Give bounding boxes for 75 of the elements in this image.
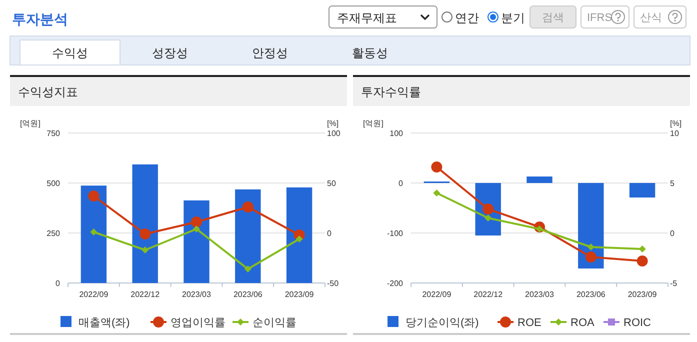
text: 투자분석 xyxy=(12,11,68,27)
legend-label: 매출액(좌) xyxy=(78,317,130,329)
x-tick-label: 2023/06 xyxy=(576,290,606,299)
y-tick-label: 250 xyxy=(46,229,61,238)
bar xyxy=(184,200,210,283)
point xyxy=(191,216,202,228)
y-tick-label: -200 xyxy=(386,279,404,288)
x-tick-label: 2023/09 xyxy=(284,290,314,299)
legend-label: 순이익률 xyxy=(252,317,296,329)
point xyxy=(242,202,254,212)
y2-tick-label: 0 xyxy=(327,229,332,238)
y2-tick-label: -5 xyxy=(670,279,678,288)
x-tick-label: 2022/12 xyxy=(130,290,160,299)
y-tick-label: 500 xyxy=(46,179,61,188)
text: 수익성 xyxy=(52,46,88,60)
y-axis-title: [억원] xyxy=(20,119,40,128)
point xyxy=(433,190,440,196)
text: 성장성 xyxy=(152,46,188,60)
point xyxy=(90,228,98,236)
point xyxy=(636,256,648,266)
text: 활동성 xyxy=(352,46,388,60)
bar xyxy=(526,176,552,183)
chart-title: 수익성지표 xyxy=(18,85,78,99)
y2-tick-label: 50 xyxy=(327,179,336,188)
point xyxy=(482,204,494,214)
point xyxy=(585,252,596,262)
bar xyxy=(132,164,158,283)
point xyxy=(638,246,646,252)
legend-label: ROA xyxy=(570,317,595,329)
x-tick-label: 2023/06 xyxy=(233,290,263,299)
x-tick-label: 2022/09 xyxy=(422,290,452,299)
bar xyxy=(80,186,107,283)
x-tick-label: 2022/12 xyxy=(474,290,504,299)
point xyxy=(296,236,303,242)
legend-label: 당기순이익(좌) xyxy=(406,317,479,329)
x-tick-label: 2023/09 xyxy=(628,290,658,299)
legend-label: ROIC xyxy=(624,317,652,329)
legend-label: ROE xyxy=(518,317,542,329)
x-tick-label: 2023/03 xyxy=(525,290,555,299)
point xyxy=(193,226,200,232)
y2-axis-title: [%] xyxy=(670,119,682,128)
bar xyxy=(629,183,656,198)
point xyxy=(587,244,594,250)
y2-tick-label: 5 xyxy=(670,179,675,188)
text: IFRS xyxy=(587,12,612,24)
text: 안정성 xyxy=(252,46,288,60)
y2-axis-title: [%] xyxy=(327,119,339,128)
x-tick-label: 2022/09 xyxy=(79,290,109,299)
point xyxy=(140,228,151,240)
bar xyxy=(578,183,604,268)
y2-tick-label: 100 xyxy=(327,129,341,138)
point xyxy=(88,190,100,202)
text: 검색 xyxy=(542,12,564,24)
text: 연간 xyxy=(455,11,479,25)
y-tick-label: -100 xyxy=(386,229,404,238)
bar xyxy=(286,187,312,283)
x-tick-label: 2023/03 xyxy=(182,290,212,299)
text: 주재무제표 xyxy=(337,11,397,25)
legend-label: 영업이익률 xyxy=(170,317,226,329)
text: 산식 xyxy=(640,12,662,24)
point xyxy=(484,214,492,222)
point xyxy=(431,162,442,172)
y2-tick-label: 10 xyxy=(670,129,680,138)
y-tick-label: 750 xyxy=(46,129,61,138)
text: 분기 xyxy=(501,11,525,25)
y-tick-label: 0 xyxy=(398,179,404,188)
y-tick-label: 0 xyxy=(56,279,61,288)
chart-title: 투자수익률 xyxy=(361,85,421,99)
point xyxy=(142,246,149,254)
y-tick-label: 100 xyxy=(390,129,404,138)
bar xyxy=(235,189,261,283)
y2-tick-label: 0 xyxy=(670,229,675,238)
y2-tick-label: -50 xyxy=(327,279,340,288)
point xyxy=(244,266,252,272)
y-axis-title: [억원] xyxy=(363,119,384,128)
